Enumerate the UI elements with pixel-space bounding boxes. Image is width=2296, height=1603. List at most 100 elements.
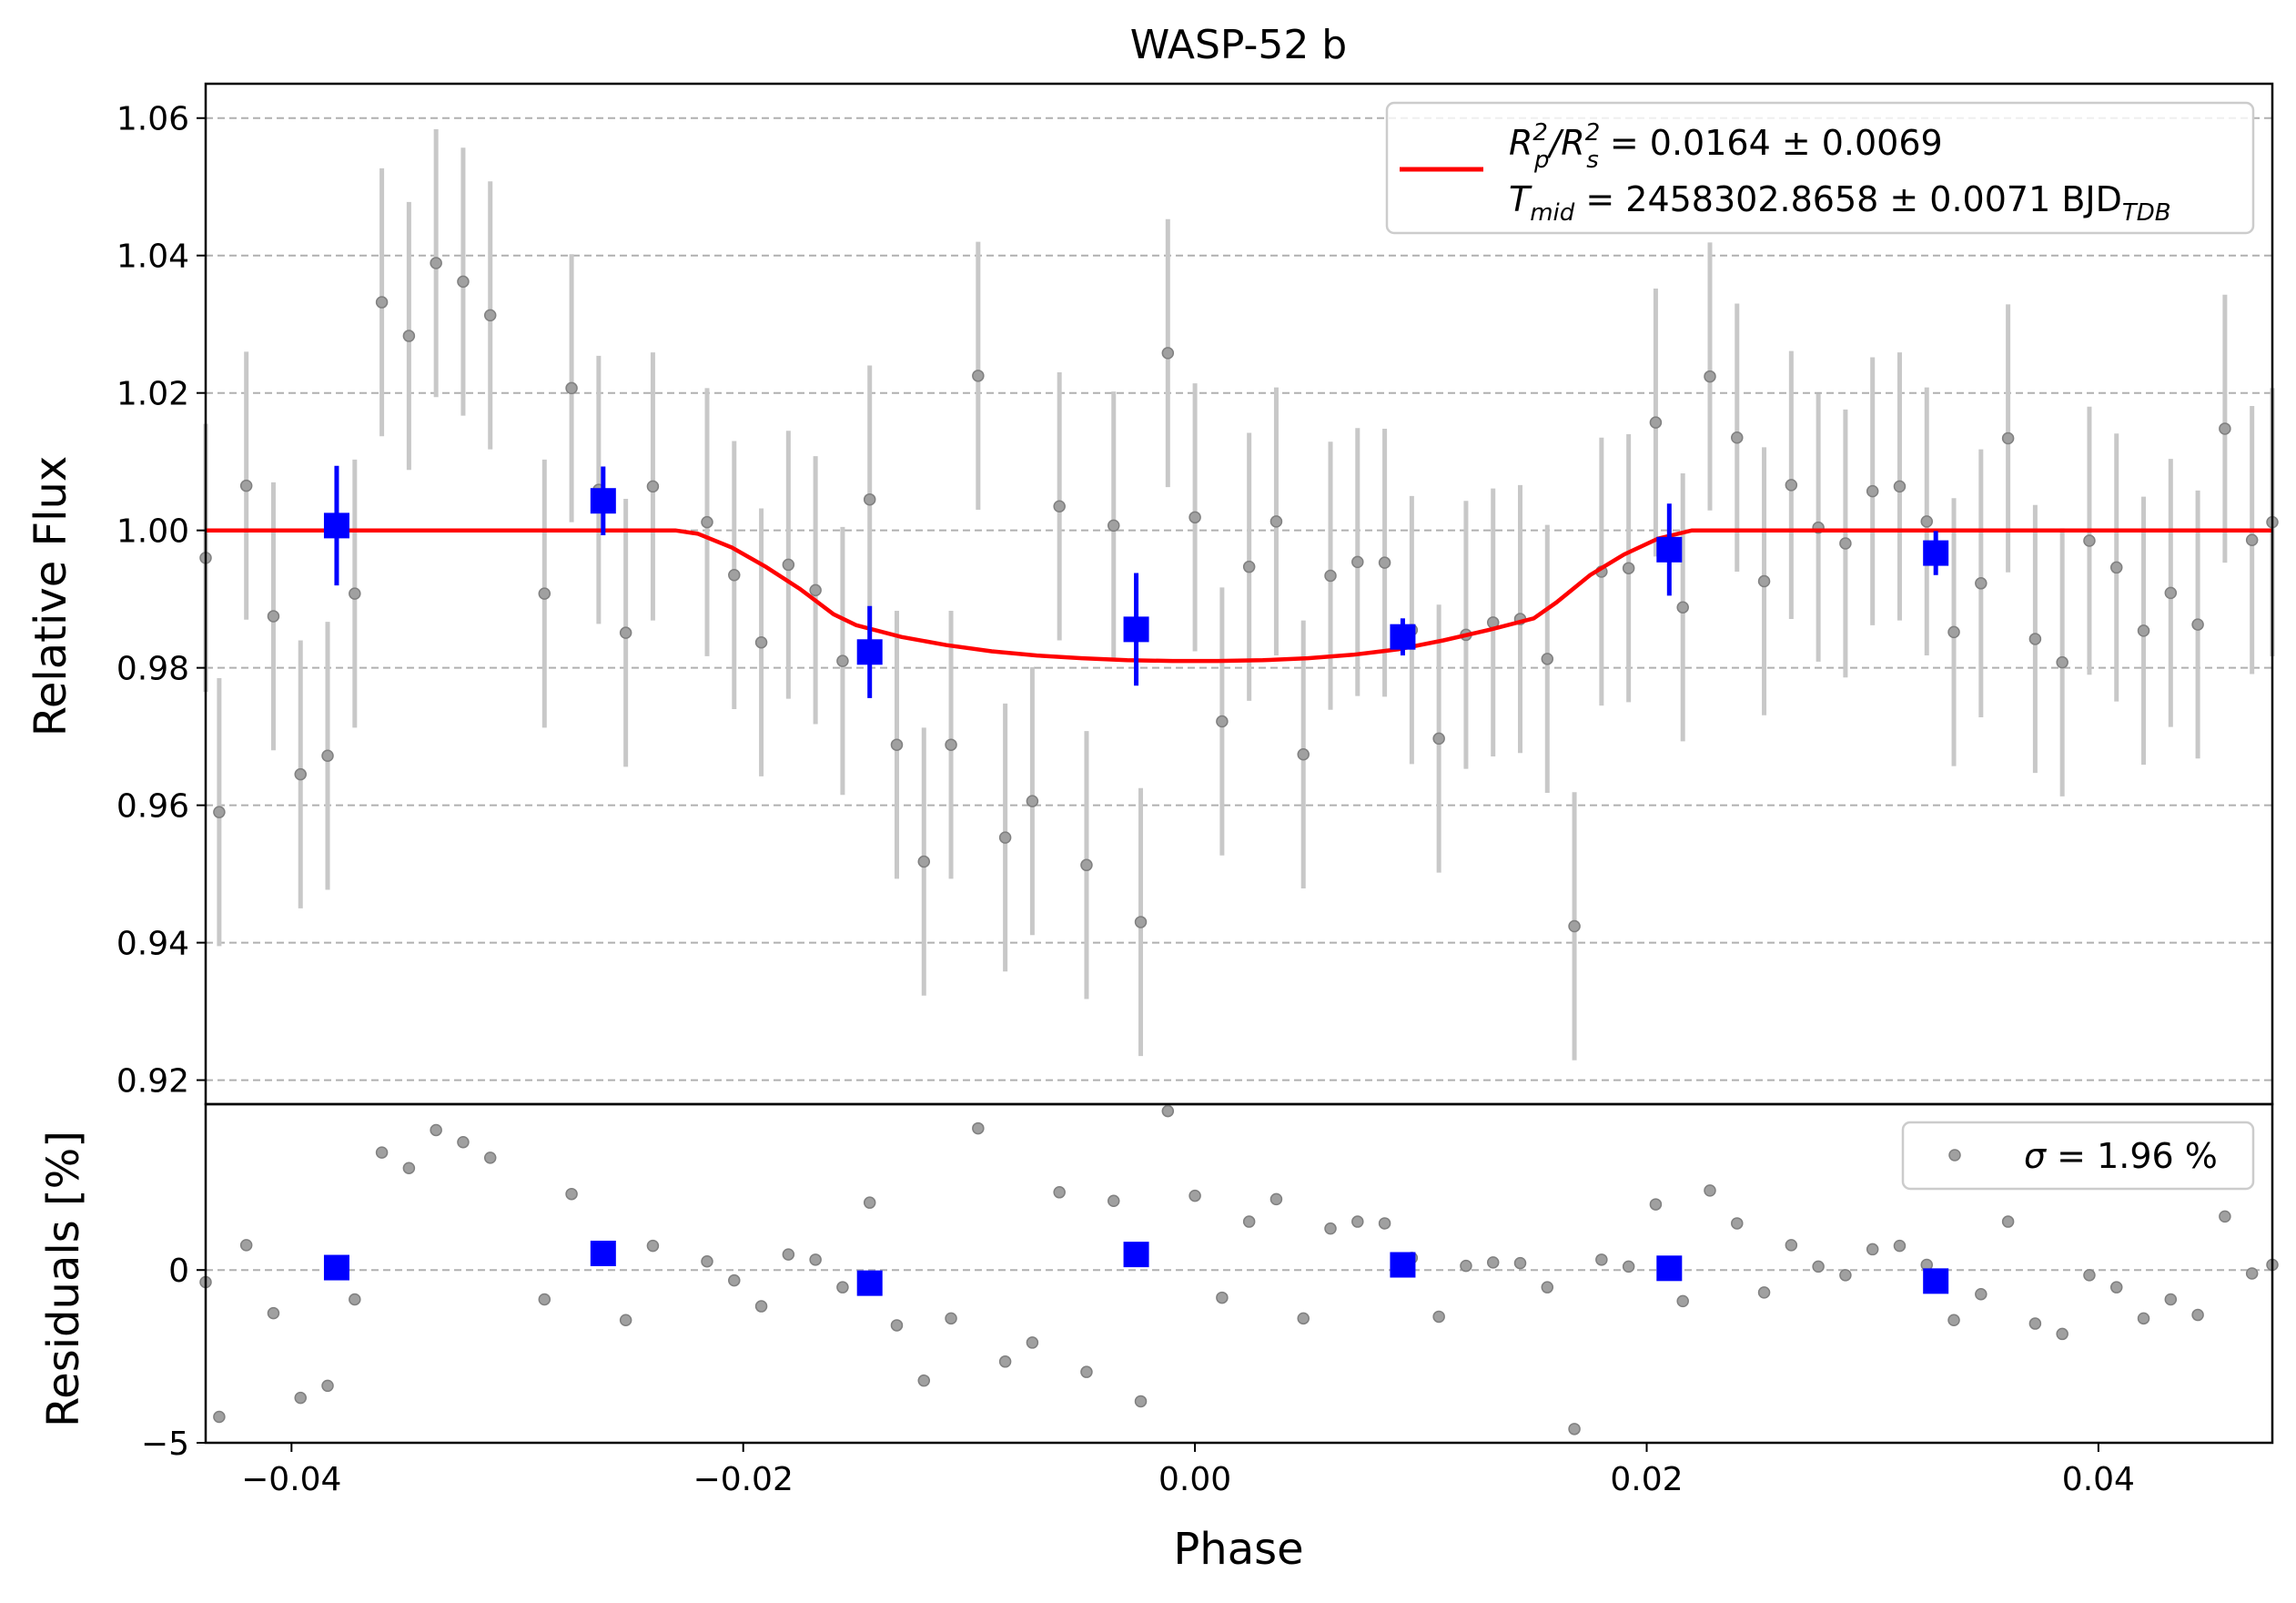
residuals-legend-marker (1948, 1149, 1961, 1162)
residual-data-point (1731, 1217, 1744, 1230)
residual-data-point (1541, 1281, 1554, 1294)
flux-data-point (1676, 601, 1689, 614)
residual-data-point (1893, 1239, 1907, 1253)
flux-data-point (1242, 560, 1256, 573)
flux-legend-box (1385, 101, 2255, 235)
residual-data-point (565, 1187, 578, 1201)
residual-data-point (2109, 1281, 2123, 1294)
flux-data-point (321, 749, 334, 763)
flux-data-point (1839, 537, 1852, 550)
residual-data-point (1595, 1253, 1608, 1266)
x-tick-label: 0.04 (2062, 1461, 2135, 1498)
flux-data-point (1866, 484, 1879, 498)
flux-y-ticks: 0.92 0.94 0.96 0.98 1.00 1.02 1.04 1.06 (116, 101, 206, 1101)
residual-data-point (1216, 1291, 1229, 1304)
flux-data-point (945, 738, 957, 751)
residual-data-point (728, 1273, 741, 1287)
flux-data-point (375, 296, 389, 309)
flux-binned-point (1923, 540, 1949, 566)
residual-data-point (2191, 1308, 2204, 1322)
residual-data-point (836, 1281, 849, 1294)
residuals-y-tick-label: −5 (141, 1425, 189, 1463)
residual-data-point (2028, 1317, 2042, 1330)
flux-binned-point (590, 488, 616, 514)
flux-data-point (972, 370, 985, 382)
x-tick-label: −0.04 (241, 1461, 341, 1498)
flux-y-tick-label: 1.02 (116, 376, 189, 413)
flux-data-point (2245, 533, 2259, 546)
residual-data-point (1080, 1365, 1093, 1378)
residual-data-point (619, 1314, 632, 1326)
residuals-legend-box (1901, 1121, 2255, 1191)
residual-data-point (2083, 1269, 2096, 1282)
residual-binned-point (590, 1240, 616, 1266)
residual-data-point (1351, 1215, 1364, 1228)
residual-binned-point (1923, 1268, 1949, 1294)
residual-data-point (1378, 1217, 1391, 1230)
flux-data-point (2137, 624, 2150, 637)
flux-data-point (1297, 748, 1310, 761)
residual-data-point (1161, 1104, 1175, 1118)
flux-data-point (2109, 561, 2123, 574)
residuals-panel: −5 0 σ = 1.96 % (141, 1102, 2279, 1463)
flux-data-point (2001, 431, 2015, 445)
residual-data-point (1785, 1239, 1798, 1252)
residual-data-point (1866, 1243, 1879, 1256)
flux-panel: 0.92 0.94 0.96 0.98 1.00 1.02 1.04 1.06 R2 p/R2 s… (116, 82, 2279, 1106)
flux-data-point (1216, 715, 1229, 728)
residual-binned-point (1390, 1252, 1416, 1278)
residual-data-point (754, 1300, 768, 1313)
residual-data-point (1297, 1312, 1310, 1325)
residual-data-point (1975, 1288, 1988, 1301)
residual-data-point (917, 1374, 931, 1387)
residuals-panel-frame (204, 1102, 2274, 1445)
flux-data-point (267, 610, 280, 623)
residuals-y-ticks: −5 0 (141, 1253, 206, 1463)
flux-data-point (239, 479, 253, 492)
residual-data-point (1432, 1310, 1445, 1324)
residual-data-point (2137, 1312, 2150, 1325)
flux-data-point (1432, 732, 1445, 746)
flux-data-point (1622, 562, 1635, 574)
residual-data-point (1460, 1259, 1472, 1273)
flux-data-point (1541, 653, 1554, 665)
flux-data-point (1757, 574, 1771, 588)
flux-data-point (349, 587, 361, 600)
residual-data-point (321, 1379, 334, 1393)
residuals-y-tick-label: 0 (168, 1253, 189, 1290)
residual-binned-point (1656, 1255, 1683, 1282)
flux-data-point (1351, 555, 1364, 569)
flux-legend: R2 p/R2 s = 0.0164 ± 0.0069 Tmid = 2458302… (1385, 101, 2255, 235)
flux-data-point (565, 381, 578, 395)
flux-data-point (1324, 569, 1337, 583)
legend-line-2: Tmid = 2458302.8658 ± 0.0071 BJDTDB (1509, 179, 2171, 227)
legend-line-1: R2 p/R2 s = 0.0164 ± 0.0069 (1509, 119, 1943, 174)
residual-data-point (294, 1391, 307, 1405)
residual-data-point (2056, 1327, 2068, 1341)
residual-data-point (213, 1410, 226, 1424)
residual-data-point (430, 1123, 442, 1137)
residual-data-point (2001, 1215, 2015, 1228)
residual-data-point (1704, 1184, 1716, 1197)
flux-data-point (1568, 919, 1581, 933)
residual-data-point (1947, 1314, 1960, 1326)
residual-data-point (2245, 1267, 2259, 1280)
flux-data-point (430, 257, 442, 269)
flux-data-point (538, 587, 551, 600)
residual-binned-point (1123, 1242, 1149, 1268)
residual-data-point (1108, 1194, 1120, 1208)
residual-data-point (483, 1152, 497, 1164)
flux-data-point (809, 583, 822, 597)
transit-model (206, 528, 2272, 664)
residual-data-point (1324, 1222, 1337, 1235)
x-tick-label: 0.00 (1158, 1461, 1231, 1498)
flux-data-point (754, 635, 768, 649)
flux-data-point (402, 330, 416, 342)
residual-data-point (1188, 1189, 1201, 1202)
flux-data-point (646, 480, 660, 493)
residual-data-point (2164, 1293, 2178, 1306)
flux-data-point (1649, 416, 1663, 429)
chart-title: WASP-52 b (1130, 22, 1347, 68)
flux-data-point (890, 738, 904, 751)
flux-y-tick-label: 1.06 (116, 101, 189, 138)
